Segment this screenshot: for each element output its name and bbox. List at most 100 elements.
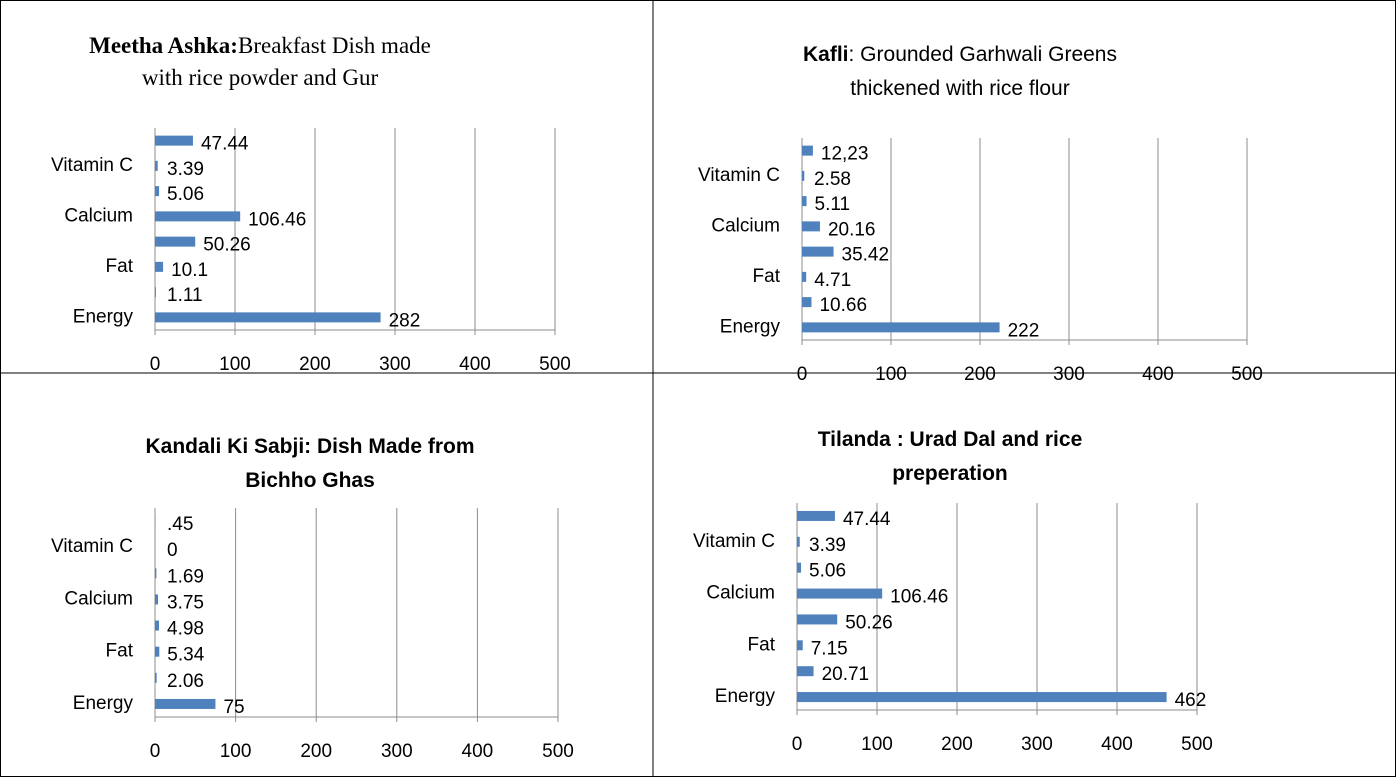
bar	[797, 562, 802, 573]
bar	[802, 246, 834, 257]
y-tick-label: Fat	[753, 266, 781, 287]
y-tick-label: Fat	[106, 641, 134, 662]
bar	[155, 287, 156, 298]
bar	[797, 510, 835, 521]
y-tick-label: Vitamin C	[51, 536, 133, 557]
x-tick-label: 400	[1101, 734, 1133, 755]
bar	[155, 620, 160, 631]
chart-title: Meetha Ashka:Breakfast Dish made with ric…	[30, 30, 490, 94]
data-label: 5.06	[167, 184, 204, 205]
title-text: with rice powder and Gur	[141, 65, 379, 90]
data-label: 20.16	[828, 219, 876, 240]
x-tick-label: 300	[381, 741, 413, 762]
x-tick-label: 200	[964, 364, 996, 385]
bar	[155, 160, 158, 171]
title-line: with rice powder and Gur	[30, 62, 490, 94]
y-tick-label: Energy	[73, 693, 134, 714]
bar	[155, 672, 157, 683]
x-tick-label: 100	[219, 354, 251, 375]
title-line: Bichho Ghas	[245, 469, 375, 492]
title-line: Kafli: Grounded Garhwali Greens	[710, 38, 1210, 72]
x-tick-label: 400	[1142, 364, 1174, 385]
bar	[797, 588, 883, 599]
chart-title: Kafli: Grounded Garhwali Greens thickened…	[710, 38, 1210, 106]
x-tick-label: 100	[875, 364, 907, 385]
bar	[155, 312, 381, 323]
x-tick-label: 0	[150, 354, 161, 375]
x-tick-label: 0	[792, 734, 803, 755]
data-label: 5.34	[167, 645, 204, 666]
y-tick-label: Vitamin C	[698, 165, 780, 186]
data-label: 1.11	[167, 285, 203, 306]
x-tick-label: 300	[1021, 734, 1053, 755]
data-label: 50.26	[845, 612, 893, 633]
x-tick-label: 200	[941, 734, 973, 755]
data-label: 3.75	[167, 592, 204, 613]
x-tick-label: 500	[542, 741, 574, 762]
x-tick-label: 300	[1053, 364, 1085, 385]
data-label: 20.71	[822, 664, 870, 685]
title-text: : Grounded Garhwali Greens	[848, 43, 1117, 66]
data-label: 2.06	[167, 671, 204, 692]
data-label: 106.46	[890, 587, 948, 608]
title-line: Tilanda : Urad Dal and rice	[817, 428, 1083, 451]
x-tick-label: 100	[220, 741, 252, 762]
x-tick-label: 500	[1181, 734, 1213, 755]
data-label: 222	[1008, 320, 1040, 341]
y-tick-label: Calcium	[64, 205, 133, 226]
y-tick-label: Energy	[720, 316, 781, 337]
title-line: thickened with rice flour	[710, 72, 1210, 106]
bar	[155, 568, 157, 579]
bar	[155, 261, 164, 272]
data-label: 50.26	[203, 235, 251, 256]
y-tick-label: Vitamin C	[693, 531, 775, 552]
x-tick-label: 500	[539, 354, 571, 375]
x-tick-label: 200	[299, 354, 331, 375]
bar	[802, 196, 807, 207]
data-label: 1.69	[167, 566, 204, 587]
bar	[155, 646, 160, 657]
title-text: thickened with rice flour	[850, 77, 1070, 100]
y-tick-label: Energy	[73, 306, 134, 327]
bar	[155, 186, 160, 197]
data-label: 462	[1175, 690, 1207, 711]
data-label: 5.11	[815, 194, 851, 215]
data-label: 75	[223, 697, 244, 718]
title-bold: Meetha Ashka:	[89, 33, 238, 58]
bar	[155, 135, 193, 146]
data-label: .45	[167, 514, 193, 535]
y-tick-label: Fat	[748, 634, 776, 655]
title-line: Kandali Ki Sabji: Dish Made from	[145, 435, 475, 458]
y-tick-label: Vitamin C	[51, 155, 133, 176]
title-line: Meetha Ashka:Breakfast Dish made	[30, 30, 490, 62]
bar	[155, 236, 196, 247]
x-tick-label: 0	[797, 364, 808, 385]
bar	[802, 145, 813, 156]
data-label: 10.1	[171, 260, 208, 281]
bar	[155, 211, 241, 222]
y-tick-label: Calcium	[706, 583, 775, 604]
chart-title: Kandali Ki Sabji: Dish Made from Bichho G…	[80, 430, 540, 498]
title-bold: Kafli	[803, 43, 849, 66]
data-label: 282	[389, 310, 421, 331]
data-label: 10.66	[819, 295, 867, 316]
data-label: 4.98	[167, 619, 204, 640]
y-tick-label: Fat	[106, 256, 134, 277]
y-tick-label: Calcium	[711, 215, 780, 236]
bar	[797, 666, 814, 677]
bar	[155, 594, 159, 605]
bar	[802, 170, 805, 181]
data-label: 3.39	[167, 159, 204, 180]
x-tick-label: 300	[379, 354, 411, 375]
title-line: preperation	[892, 462, 1008, 485]
data-label: 5.06	[809, 561, 846, 582]
data-label: 47.44	[201, 134, 249, 155]
x-tick-label: 400	[462, 741, 494, 762]
bar	[797, 640, 803, 651]
bar	[802, 271, 807, 282]
chart-title: Tilanda : Urad Dal and rice preperation	[720, 423, 1180, 491]
title-text: Breakfast Dish made	[237, 33, 431, 58]
